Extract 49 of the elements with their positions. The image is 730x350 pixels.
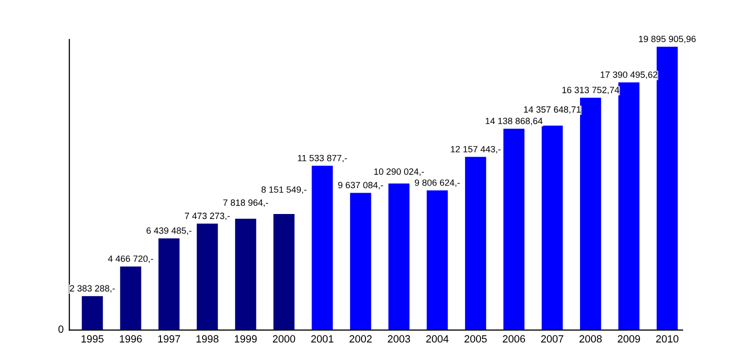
text: 0: [58, 325, 64, 333]
bar: [82, 296, 103, 330]
bar: [158, 238, 180, 330]
bar: [580, 98, 602, 330]
bar: [465, 156, 486, 330]
x-tick-label: 2003: [388, 335, 410, 343]
data-label: 14 357 648,71: [524, 106, 581, 114]
x-tick-label: 1999: [234, 335, 257, 343]
bar: [656, 46, 678, 330]
data-label: 14 138 868,64: [486, 118, 543, 126]
x-tick-label: 2005: [464, 335, 487, 343]
data-label: 9 637 084,-: [338, 182, 384, 190]
x-tick-label: 1996: [120, 335, 142, 343]
x-tick-label: 2006: [502, 335, 526, 343]
bar: [503, 128, 524, 330]
x-tick-label: 2000: [272, 335, 296, 343]
bar: [426, 190, 448, 330]
bar: [273, 214, 295, 330]
data-label: 4 466 720,-: [108, 255, 154, 263]
x-tick-label: 1997: [158, 335, 180, 343]
bar: [196, 224, 218, 330]
x-tick-label: 2007: [541, 335, 564, 343]
bar: [542, 126, 563, 330]
bar: [120, 266, 142, 330]
data-label: 12 157 443,-: [450, 146, 501, 154]
data-label: 11 533 877,-: [298, 154, 347, 162]
data-label: 10 290 024,-: [374, 168, 424, 176]
data-label: 7 818 964,-: [223, 199, 268, 207]
x-tick-label: 2009: [618, 335, 640, 343]
x-tick-label: 1998: [196, 335, 218, 343]
data-label: 17 390 495,62: [600, 71, 658, 79]
data-label: 8 151 549,-: [262, 186, 306, 194]
x-tick-label: 1995: [82, 335, 104, 343]
bar: [235, 218, 256, 330]
x-tick-label: 2008: [580, 335, 602, 343]
data-label: 9 806 624,-: [414, 179, 460, 187]
bar: [618, 82, 640, 330]
x-tick-label: 2002: [350, 335, 372, 343]
x-tick-label: 2010: [656, 335, 678, 343]
data-label: 6 439 485,-: [146, 227, 192, 235]
bar: [388, 184, 410, 330]
data-label: 7 473 273,-: [184, 212, 230, 220]
data-label: 2 383 288,-: [70, 285, 115, 293]
data-label: 16 313 752,74: [562, 86, 620, 94]
x-tick-label: 2004: [426, 335, 449, 343]
bar: [350, 192, 372, 330]
x-tick-label: 2001: [311, 335, 334, 343]
bar: [312, 166, 333, 330]
data-label: 19 895 905,96: [639, 36, 696, 44]
